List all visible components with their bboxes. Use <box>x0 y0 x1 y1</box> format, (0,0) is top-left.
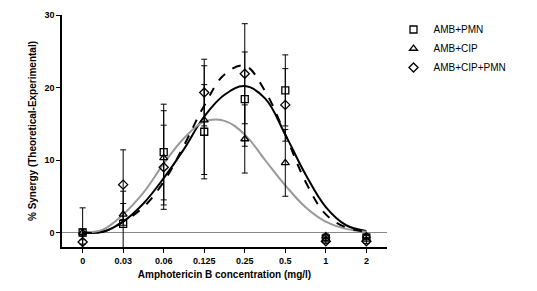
svg-text:2: 2 <box>364 256 369 266</box>
svg-text:0: 0 <box>49 228 54 238</box>
svg-text:10: 10 <box>44 155 54 165</box>
svg-text:1: 1 <box>323 256 328 266</box>
svg-text:0.25: 0.25 <box>236 256 254 266</box>
svg-text:0.125: 0.125 <box>193 256 216 266</box>
svg-text:AMB+CIP: AMB+CIP <box>434 43 479 54</box>
svg-text:Amphotericin B concentration (: Amphotericin B concentration (mg/l) <box>138 269 311 280</box>
svg-text:0.5: 0.5 <box>279 256 292 266</box>
svg-text:0.06: 0.06 <box>155 256 173 266</box>
svg-text:30: 30 <box>44 10 54 20</box>
svg-text:AMB+CIP+PMN: AMB+CIP+PMN <box>434 62 506 73</box>
svg-text:20: 20 <box>44 83 54 93</box>
svg-text:0.03: 0.03 <box>114 256 132 266</box>
svg-text:% Synergy (Theoretical-Experim: % Synergy (Theoretical-Experimental) <box>27 41 38 221</box>
svg-text:0: 0 <box>80 256 85 266</box>
svg-text:AMB+PMN: AMB+PMN <box>434 24 484 35</box>
